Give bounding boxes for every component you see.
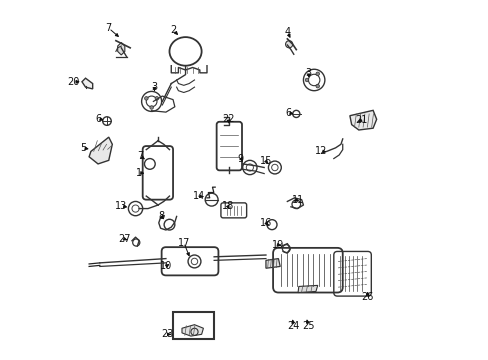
Polygon shape [82, 78, 93, 89]
Text: 18: 18 [221, 201, 233, 211]
Text: 19: 19 [271, 240, 283, 250]
Polygon shape [182, 325, 203, 336]
Text: 16: 16 [259, 218, 271, 228]
Text: 11: 11 [291, 195, 304, 204]
Text: 3: 3 [151, 82, 157, 92]
Text: 26: 26 [361, 292, 373, 302]
Text: 3: 3 [305, 68, 311, 78]
Text: 5: 5 [80, 143, 86, 153]
Text: 7: 7 [105, 23, 112, 33]
Circle shape [315, 84, 319, 88]
Text: 4: 4 [284, 27, 290, 37]
Text: 22: 22 [222, 114, 234, 124]
Polygon shape [118, 42, 124, 55]
Text: 21: 21 [355, 115, 367, 125]
Text: 9: 9 [237, 154, 244, 163]
Polygon shape [298, 285, 317, 293]
Polygon shape [265, 258, 280, 268]
Text: 15: 15 [259, 156, 271, 166]
Text: 1: 1 [136, 168, 142, 178]
Text: 17: 17 [177, 238, 189, 248]
Text: 23: 23 [161, 329, 174, 339]
Text: 13: 13 [115, 201, 127, 211]
Circle shape [305, 78, 308, 82]
Text: 7: 7 [137, 151, 142, 161]
Circle shape [144, 96, 148, 100]
Bar [173, 312, 214, 339]
Text: 6: 6 [96, 113, 102, 123]
Polygon shape [89, 137, 112, 164]
Circle shape [155, 96, 158, 100]
Text: 2: 2 [170, 25, 176, 35]
Text: 20: 20 [67, 77, 79, 87]
Polygon shape [349, 111, 376, 130]
Circle shape [285, 41, 292, 48]
Text: 6: 6 [285, 108, 291, 118]
Text: 25: 25 [302, 321, 314, 332]
Circle shape [315, 72, 319, 76]
Text: 10: 10 [160, 261, 172, 271]
Text: 27: 27 [118, 234, 130, 244]
Text: 12: 12 [314, 147, 326, 157]
Text: 8: 8 [158, 211, 164, 221]
Circle shape [149, 106, 153, 109]
Text: 14: 14 [193, 191, 205, 201]
Text: 24: 24 [287, 321, 299, 332]
